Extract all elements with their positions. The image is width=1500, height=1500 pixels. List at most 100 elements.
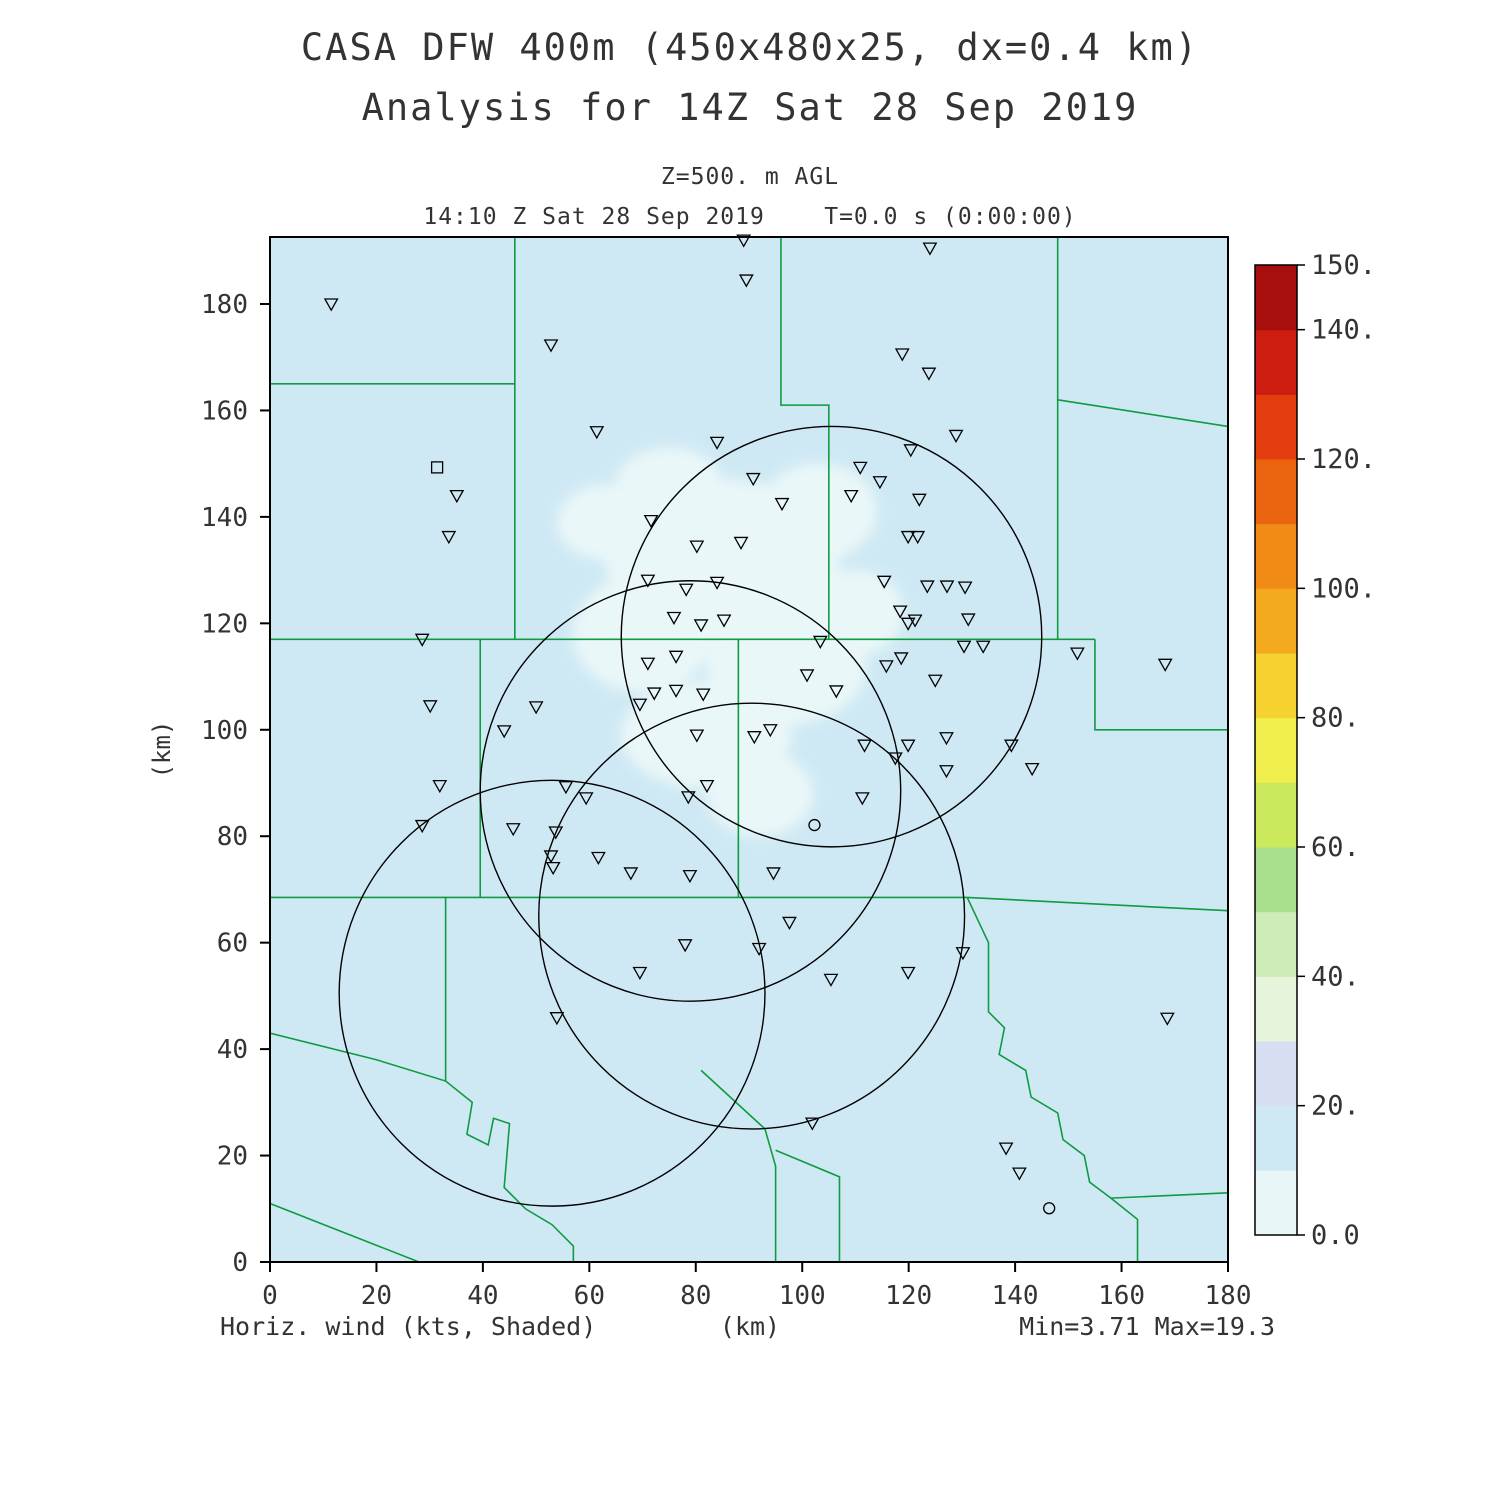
station-marker-triangle-icon (900, 530, 916, 545)
x-tick-label: 120 (885, 1281, 932, 1311)
colorbar-tick-label: 40. (1311, 961, 1360, 992)
county-boundary-line (967, 896, 1228, 912)
county-boundaries (270, 237, 1228, 1262)
station-marker-triangle-icon (955, 947, 971, 961)
station-markers (323, 234, 1175, 1215)
x-tick-label: 160 (1098, 1281, 1145, 1311)
station-marker-triangle-icon (543, 850, 559, 864)
station-marker-circle-icon (1043, 1202, 1056, 1215)
y-tick-label: 180 (201, 290, 248, 320)
colorbar-segment (1255, 911, 1297, 977)
x-tick-label: 140 (992, 1281, 1039, 1311)
station-marker-triangle-icon (545, 861, 561, 876)
county-boundary-line (775, 1149, 841, 1262)
station-marker-triangle-icon (911, 493, 927, 507)
station-marker-triangle-icon (709, 576, 725, 590)
time-label: 14:10 Z Sat 28 Sep 2019 T=0.0 s (0:00:00… (423, 204, 1077, 230)
station-marker-triangle-icon (812, 635, 828, 649)
x-tick-label: 100 (779, 1281, 826, 1311)
station-marker-triangle-icon (640, 657, 656, 671)
level-label: Z=500. m AGL (660, 164, 840, 190)
station-marker-triangle-icon (975, 640, 991, 654)
station-marker-triangle-icon (823, 973, 839, 987)
station-marker-square-icon (430, 461, 444, 474)
county-boundary-line (1057, 399, 1228, 428)
station-marker-triangle-icon (939, 765, 954, 779)
y-tick-label: 0 (232, 1248, 248, 1278)
colorbar-tick-label: 100. (1311, 573, 1376, 604)
station-marker-triangle-icon (1024, 762, 1040, 777)
station-marker-triangle-icon (632, 966, 648, 980)
colorbar-segment (1255, 1041, 1297, 1107)
wind-light-patch (706, 751, 813, 837)
station-marker-triangle-icon (919, 580, 935, 594)
station-marker-triangle-icon (666, 611, 682, 626)
wind-light-patch (807, 570, 904, 656)
x-tick-label: 40 (467, 1281, 498, 1311)
x-tick-label: 20 (361, 1281, 392, 1311)
wind-light-patch (759, 463, 877, 560)
station-marker-triangle-icon (799, 669, 815, 683)
y-tick-label: 60 (217, 929, 248, 959)
station-marker-triangle-icon (548, 826, 564, 840)
station-marker-triangle-icon (578, 792, 594, 806)
colorbar-tick-label: 60. (1311, 832, 1360, 863)
county-boundary-line (966, 897, 1139, 1262)
station-marker-triangle-icon (927, 674, 943, 688)
station-marker-triangle-icon (894, 348, 910, 362)
x-tick-label: 60 (574, 1281, 605, 1311)
station-marker-triangle-icon (414, 819, 430, 834)
colorbar-segment (1255, 847, 1297, 913)
station-marker-triangle-icon (682, 869, 698, 884)
station-marker-triangle-icon (892, 605, 908, 619)
station-marker-triangle-icon (900, 966, 916, 980)
station-marker-triangle-icon (766, 867, 781, 881)
x-axis-label: (km) (719, 1312, 781, 1341)
wind-light-patch (573, 575, 712, 693)
station-marker-triangle-icon (643, 514, 659, 529)
colorbar: 0.0 20. 40. 60. 80. 100. 120. 140. 150. (1254, 250, 1376, 1251)
station-marker-triangle-icon (528, 701, 544, 715)
station-marker-triangle-icon (505, 823, 521, 837)
station-marker-triangle-icon (876, 575, 892, 589)
colorbar-tick-label: 120. (1311, 444, 1376, 475)
station-marker-triangle-icon (804, 1117, 820, 1131)
y-axis-label: (km) (148, 721, 176, 779)
x-tick-label: 180 (1205, 1281, 1252, 1311)
station-marker-triangle-icon (695, 688, 711, 702)
colorbar-border (1254, 264, 1298, 1236)
station-marker-triangle-icon (960, 613, 976, 627)
station-marker-triangle-icon (709, 436, 725, 450)
station-marker-triangle-icon (632, 698, 648, 712)
station-marker-triangle-icon (693, 619, 709, 633)
station-marker-triangle-icon (680, 791, 696, 805)
colorbar-tick-label: 140. (1311, 315, 1376, 346)
colorbar-segment (1255, 976, 1297, 1042)
station-marker-triangle-icon (549, 1012, 565, 1026)
y-tick-label: 140 (201, 503, 248, 533)
radar-range-rings (338, 425, 1043, 1207)
y-tick-label: 100 (201, 716, 248, 746)
station-marker-triangle-icon (668, 650, 684, 664)
colorbar-segment (1255, 1170, 1297, 1236)
station-marker-triangle-icon (751, 942, 767, 957)
station-marker-triangle-icon (907, 614, 923, 628)
station-marker-triangle-icon (589, 426, 605, 440)
station-marker-triangle-icon (736, 234, 752, 248)
station-marker-triangle-icon (903, 444, 919, 458)
colorbar-segment (1255, 329, 1297, 395)
colorbar-segment (1255, 588, 1297, 654)
station-marker-triangle-icon (900, 739, 916, 753)
station-marker-triangle-icon (668, 684, 684, 698)
station-marker-triangle-icon (887, 752, 903, 766)
colorbar-segment (1255, 523, 1297, 589)
station-marker-triangle-icon (716, 614, 732, 628)
colorbar-segment (1255, 717, 1297, 783)
colorbar-tick-label: 0.0 (1311, 1220, 1360, 1251)
station-marker-triangle-icon (939, 732, 954, 746)
map-area (270, 237, 1228, 1262)
station-marker-triangle-icon (948, 429, 964, 443)
y-tick-label: 120 (201, 609, 248, 639)
radar-range-ring (538, 702, 966, 1130)
station-marker-triangle-icon (1003, 739, 1019, 753)
